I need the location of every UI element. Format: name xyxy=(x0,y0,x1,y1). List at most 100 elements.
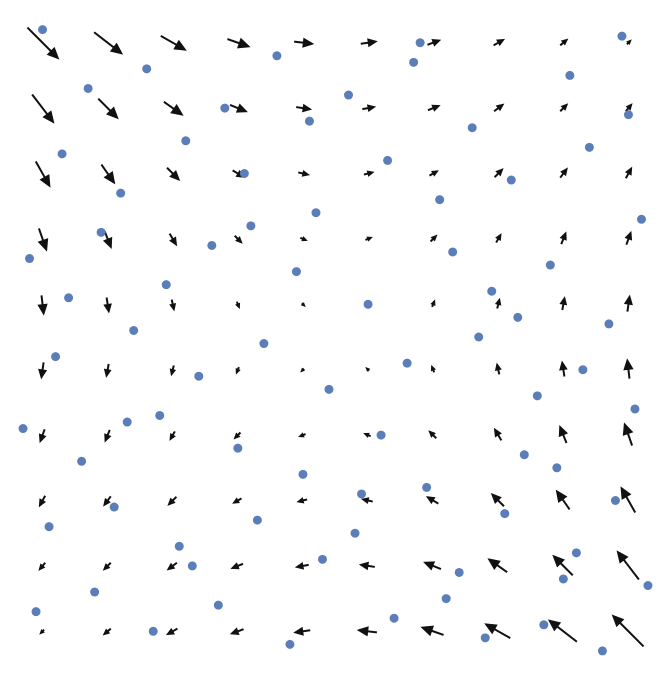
arrow xyxy=(559,38,569,47)
arrow xyxy=(429,170,439,177)
arrow xyxy=(34,160,51,188)
arrow xyxy=(97,97,119,120)
point xyxy=(623,110,633,120)
point xyxy=(181,136,191,146)
point xyxy=(44,522,54,532)
point xyxy=(402,358,412,368)
arrow xyxy=(484,623,511,639)
arrow xyxy=(611,614,645,648)
arrow xyxy=(365,366,371,372)
point xyxy=(422,482,432,492)
arrow xyxy=(227,37,251,49)
arrow xyxy=(229,627,244,635)
arrow xyxy=(552,554,574,577)
arrow xyxy=(103,495,112,507)
point xyxy=(610,496,620,505)
arrow xyxy=(559,103,569,112)
arrow xyxy=(362,104,377,113)
point xyxy=(532,391,542,401)
arrow xyxy=(293,626,311,636)
arrow xyxy=(363,170,375,177)
arrow xyxy=(623,358,634,379)
point xyxy=(636,214,646,224)
point xyxy=(357,489,367,499)
point xyxy=(415,38,425,48)
arrow xyxy=(430,364,436,373)
arrow xyxy=(300,367,306,373)
point xyxy=(51,352,61,362)
point xyxy=(259,339,269,349)
point xyxy=(31,607,41,617)
arrow xyxy=(427,39,442,47)
point xyxy=(142,64,152,74)
point xyxy=(584,142,594,152)
point xyxy=(148,626,158,636)
point xyxy=(246,221,256,231)
point xyxy=(109,502,119,512)
arrow xyxy=(37,228,49,252)
arrow xyxy=(624,166,633,179)
arrow xyxy=(233,431,242,440)
arrow xyxy=(163,101,184,116)
arrow xyxy=(494,297,502,309)
point xyxy=(630,404,640,414)
point xyxy=(474,332,484,342)
arrow xyxy=(300,302,306,308)
arrow xyxy=(102,230,113,250)
point xyxy=(506,175,516,185)
point xyxy=(604,319,614,329)
point xyxy=(291,267,301,277)
point xyxy=(161,280,171,290)
point xyxy=(454,567,464,577)
arrow xyxy=(296,497,308,504)
arrow xyxy=(169,430,176,441)
arrow xyxy=(495,233,502,244)
point xyxy=(565,70,575,80)
arrow xyxy=(547,619,578,643)
point xyxy=(467,123,477,133)
arrow xyxy=(358,561,375,571)
point xyxy=(558,574,568,584)
point xyxy=(448,247,458,257)
arrow xyxy=(166,561,178,571)
point xyxy=(77,456,87,466)
arrow xyxy=(298,432,306,438)
point xyxy=(174,541,184,551)
point xyxy=(317,554,327,564)
arrow xyxy=(296,103,313,113)
point xyxy=(64,293,74,303)
arrow xyxy=(103,297,112,314)
arrow xyxy=(165,627,178,636)
point xyxy=(57,149,67,159)
point xyxy=(376,430,386,440)
arrow xyxy=(493,427,503,441)
point xyxy=(363,299,373,309)
arrow xyxy=(427,104,441,112)
arrow xyxy=(235,301,241,310)
arrow xyxy=(626,39,632,45)
point xyxy=(617,31,627,41)
point xyxy=(539,620,549,630)
point xyxy=(578,365,588,375)
arrow xyxy=(230,562,244,570)
arrow xyxy=(39,629,45,635)
arrow xyxy=(102,562,112,571)
point xyxy=(252,515,262,525)
arrow xyxy=(293,37,315,48)
arrow xyxy=(298,169,311,177)
arrow xyxy=(360,38,378,48)
arrow xyxy=(168,233,178,247)
point xyxy=(298,469,308,479)
arrow xyxy=(234,235,243,244)
point xyxy=(344,90,354,100)
point xyxy=(643,581,653,591)
arrow xyxy=(493,168,504,178)
point xyxy=(155,410,165,420)
point xyxy=(441,594,451,604)
point xyxy=(311,208,321,218)
arrow xyxy=(559,360,568,377)
arrow xyxy=(487,558,508,573)
point xyxy=(18,424,28,434)
arrow xyxy=(493,38,506,47)
arrow xyxy=(103,363,112,378)
